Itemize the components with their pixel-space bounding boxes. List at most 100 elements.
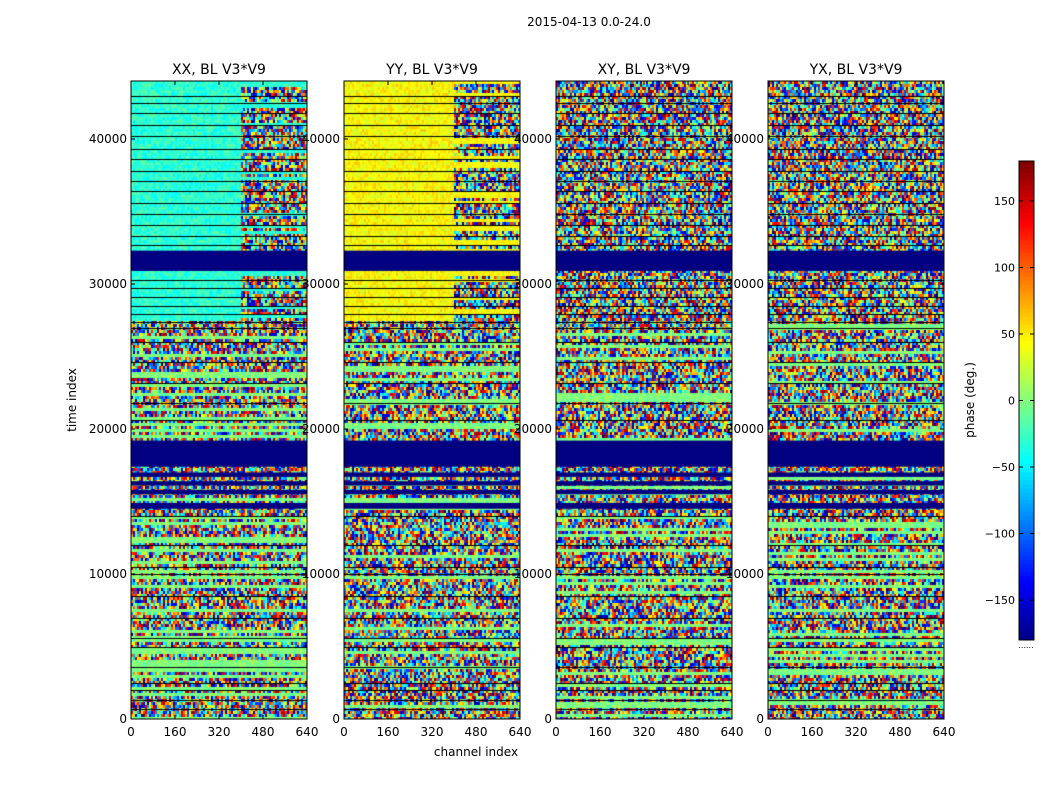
- colorbar-band: [1019, 600, 1034, 605]
- colorbar-band: [1019, 336, 1034, 342]
- colorbar-band: [1019, 252, 1034, 258]
- colorbar-band: [1019, 632, 1034, 637]
- colorbar-band: [1019, 532, 1034, 537]
- colorbar-band: [1019, 228, 1034, 234]
- x-tick-label-0-3: 480: [252, 725, 275, 739]
- colorbar-band: [1019, 536, 1034, 541]
- y-tick-label-2-1: 10000: [514, 567, 552, 581]
- colorbar-band: [1019, 324, 1034, 330]
- x-tick-label-2-3: 480: [677, 725, 700, 739]
- x-tick-label-1-3: 480: [465, 725, 488, 739]
- colorbar-band: [1019, 308, 1034, 314]
- y-tick-label-2-0: 0: [544, 712, 552, 726]
- colorbar-band: [1019, 404, 1034, 409]
- colorbar-band: [1019, 432, 1034, 437]
- colorbar-band: [1019, 416, 1034, 421]
- colorbar-band: [1019, 460, 1034, 465]
- colorbar-tick-label-5: 100: [994, 261, 1015, 274]
- colorbar-band: [1019, 612, 1034, 617]
- panel-3: YX, BL V3*V9 0 160 320 480 640 0 10000 20000 3000…: [726, 62, 956, 739]
- colorbar-band: [1019, 184, 1034, 190]
- colorbar-band: [1019, 284, 1034, 290]
- colorbar-band: [1019, 264, 1034, 270]
- colorbar-band: [1019, 424, 1034, 429]
- y-tick-label-1-0: 0: [332, 712, 340, 726]
- colorbar-band: [1019, 584, 1034, 589]
- x-tick-label-2-0: 0: [552, 725, 560, 739]
- colorbar-band: [1019, 248, 1034, 254]
- colorbar-tick-label-3: 0: [1008, 395, 1015, 408]
- colorbar-band: [1019, 596, 1034, 601]
- heatmap-cells-2: [556, 81, 732, 719]
- colorbar-band: [1019, 376, 1034, 382]
- panel-1: YY, BL V3*V9 0 160 320 480 640 0 10000 20000 3000…: [302, 62, 532, 739]
- colorbar-band: [1019, 464, 1034, 469]
- colorbar-band: [1019, 268, 1034, 274]
- colorbar-band: [1019, 161, 1034, 166]
- colorbar-band: [1019, 168, 1034, 174]
- colorbar-band: [1019, 364, 1034, 370]
- y-tick-label-3-4: 40000: [726, 132, 764, 146]
- x-tick-label-2-1: 160: [589, 725, 612, 739]
- colorbar-band: [1019, 328, 1034, 334]
- colorbar-band: [1019, 216, 1034, 222]
- colorbar-band: [1019, 344, 1034, 350]
- colorbar-band: [1019, 456, 1034, 461]
- panel-title-0: XX, BL V3*V9: [172, 62, 266, 78]
- colorbar-band: [1019, 396, 1034, 401]
- colorbar-band: [1019, 400, 1034, 405]
- colorbar-band: [1019, 296, 1034, 302]
- colorbar-band: [1019, 520, 1034, 525]
- heatmap-cells-1: [344, 81, 520, 719]
- colorbar-band: [1019, 560, 1034, 565]
- colorbar-band: [1019, 568, 1034, 573]
- colorbar-band: [1019, 288, 1034, 294]
- x-tick-label-0-4: 640: [296, 725, 319, 739]
- colorbar-band: [1019, 224, 1034, 230]
- colorbar-band: [1019, 620, 1034, 625]
- colorbar-band: [1019, 448, 1034, 453]
- colorbar-band: [1019, 492, 1034, 497]
- x-tick-label-0-1: 160: [164, 725, 187, 739]
- colorbar-band: [1019, 256, 1034, 262]
- x-tick-label-0-2: 320: [208, 725, 231, 739]
- colorbar-label: phase (deg.): [963, 362, 977, 438]
- y-tick-label-3-2: 20000: [726, 422, 764, 436]
- colorbar-band: [1019, 412, 1034, 417]
- colorbar-band: [1019, 332, 1034, 338]
- panel-title-1: YY, BL V3*V9: [385, 62, 478, 78]
- y-tick-label-1-4: 40000: [302, 132, 340, 146]
- colorbar-band: [1019, 172, 1034, 178]
- colorbar-band: [1019, 360, 1034, 366]
- colorbar-band: [1019, 208, 1034, 214]
- colorbar-band: [1019, 368, 1034, 374]
- colorbar-band: [1019, 488, 1034, 493]
- colorbar-footer: ......: [1018, 641, 1033, 650]
- colorbar-band: [1019, 356, 1034, 362]
- colorbar-band: [1019, 240, 1034, 246]
- x-tick-label-1-4: 640: [509, 725, 532, 739]
- colorbar-band: [1019, 572, 1034, 577]
- colorbar-band: [1019, 312, 1034, 318]
- colorbar-band: [1019, 212, 1034, 218]
- colorbar-band: [1019, 176, 1034, 182]
- panels-group: XX, BL V3*V9 0 160 320 480 640 0 10000 20000 3000…: [89, 62, 956, 739]
- colorbar-band: [1019, 636, 1034, 641]
- colorbar-band: [1019, 232, 1034, 238]
- y-tick-label-2-2: 20000: [514, 422, 552, 436]
- y-tick-label-1-2: 20000: [302, 422, 340, 436]
- colorbar-band: [1019, 408, 1034, 413]
- colorbar-band: [1019, 280, 1034, 286]
- colorbar-band: [1019, 548, 1034, 553]
- colorbar-band: [1019, 616, 1034, 621]
- colorbar-band: [1019, 516, 1034, 521]
- x-tick-label-1-2: 320: [421, 725, 444, 739]
- colorbar-band: [1019, 352, 1034, 358]
- colorbar-band: [1019, 624, 1034, 629]
- panel-title-2: XY, BL V3*V9: [598, 62, 691, 78]
- colorbar-band: [1019, 468, 1034, 473]
- panel-0: XX, BL V3*V9 0 160 320 480 640 0 10000 20000 3000…: [89, 62, 319, 739]
- colorbar-band: [1019, 384, 1034, 390]
- colorbar-band: [1019, 348, 1034, 354]
